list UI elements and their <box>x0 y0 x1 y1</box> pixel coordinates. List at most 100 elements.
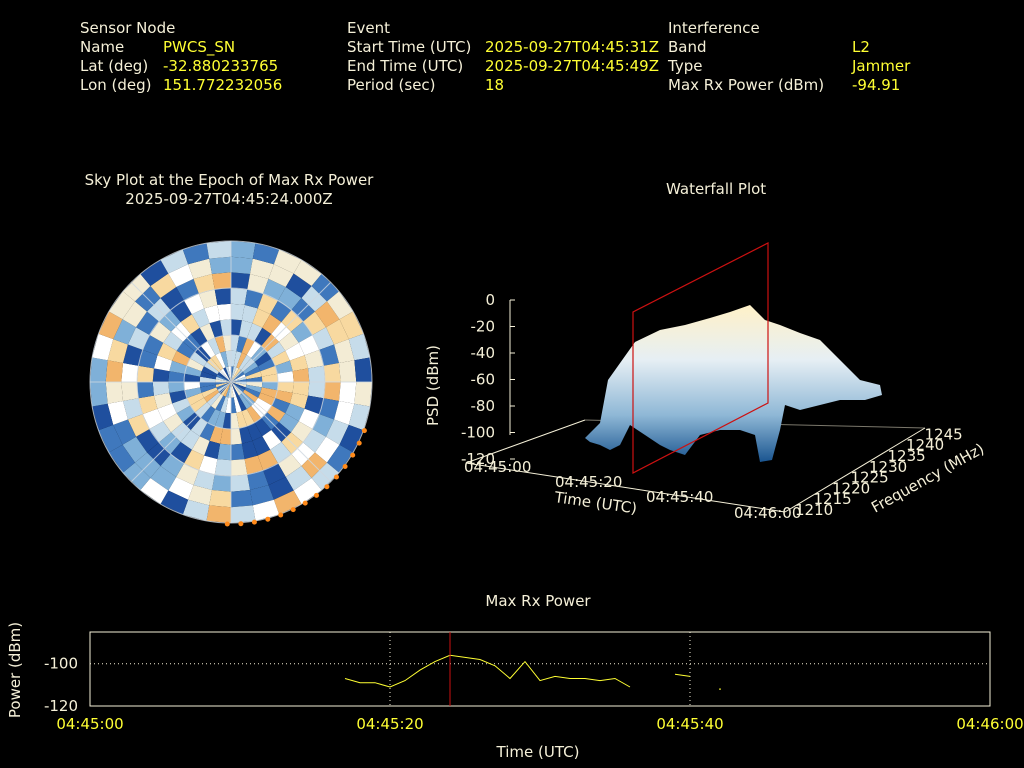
sensor-name-value: PWCS_SN <box>163 38 236 56</box>
skyplot-cell <box>212 474 231 492</box>
skyplot-cell <box>231 474 250 492</box>
skyplot-cell <box>275 360 293 374</box>
skyplot-cell <box>298 335 320 356</box>
interference-dot <box>324 484 330 490</box>
interference-dot <box>238 521 244 527</box>
skyplot-cell <box>113 419 136 445</box>
waterfall-chart: 0 -20 -40 -60 -80 -100 -120 PSD (dBm) 04:45:00… <box>424 242 987 522</box>
skyplot-cell <box>168 382 185 393</box>
interference-dot <box>356 440 362 446</box>
skyplot-cell <box>254 327 272 346</box>
skyplot-cell <box>168 264 194 287</box>
skyplot-cell <box>271 350 290 366</box>
skyplot-cell <box>204 440 221 460</box>
skyplot-cell <box>231 382 237 398</box>
skyplot-cell <box>231 490 253 508</box>
skyplot-cell <box>258 358 276 372</box>
skyplot-cell <box>260 387 278 399</box>
skyplot-cell <box>215 352 226 369</box>
skyplot-cell <box>261 382 278 391</box>
skyplot-cell <box>215 379 231 382</box>
skyplot-chart <box>89 240 373 527</box>
sensor-lat-value: -32.880233765 <box>163 57 279 75</box>
skyplot-cell <box>220 396 229 413</box>
skyplot-cell <box>210 354 224 370</box>
skyplot-cell <box>289 355 309 372</box>
skyplot-cell <box>200 371 217 380</box>
skyplot-cell <box>184 293 205 315</box>
skyplot-cell <box>222 412 231 429</box>
skyplot-cell <box>250 485 274 506</box>
skyplot-cell <box>150 273 177 298</box>
skyplot-cell <box>308 365 325 382</box>
skyplot-cell <box>285 466 312 491</box>
skyplot-cell <box>214 288 231 305</box>
skyplot-cell <box>188 258 212 279</box>
skyplot-cell <box>98 311 123 340</box>
skyplot-cell <box>244 289 264 309</box>
plot-frame <box>89 631 991 707</box>
skyplot-cell <box>243 389 259 403</box>
z-tick-label: -80 <box>471 397 496 415</box>
skyplot-cell <box>140 478 169 505</box>
frequency-tick-label: 1230 <box>869 458 907 476</box>
skyplot-cell <box>254 418 272 437</box>
skyplot-cell <box>231 397 237 414</box>
skyplot-cell <box>150 466 177 491</box>
skyplot-cell <box>231 366 237 382</box>
skyplot-cell <box>257 449 278 471</box>
skyplot-cell <box>138 349 158 369</box>
event-start-label: Start Time (UTC) <box>347 38 472 56</box>
skyplot-cell <box>319 344 339 366</box>
skyplot-cell <box>273 249 302 274</box>
skyplot-cell <box>90 382 108 407</box>
skyplot-cell <box>176 463 199 486</box>
y-tick-label: -100 <box>44 655 78 673</box>
skyplot-cell <box>292 382 310 396</box>
skyplot-cell <box>262 314 282 334</box>
skyplot-cell <box>105 360 123 382</box>
skyplot-cell <box>223 382 231 397</box>
skyplot-cell <box>245 384 262 393</box>
waterfall-time-tick-3: 04:46:00 <box>734 504 801 522</box>
skyplot-cell <box>231 303 245 321</box>
event-end-label: End Time (UTC) <box>347 57 464 75</box>
skyplot-cell <box>108 444 135 473</box>
skyplot-cell <box>92 333 114 361</box>
skyplot-cell <box>247 274 269 294</box>
skyplot-cell <box>198 455 218 475</box>
skyplot-cell <box>215 376 231 382</box>
skyplot-cell <box>231 376 247 382</box>
skyplot-cell <box>255 351 272 367</box>
skyplot-cell <box>231 374 246 382</box>
interference-dot <box>350 452 356 458</box>
skyplot-cell <box>214 459 231 476</box>
skyplot-cell <box>206 241 231 259</box>
skyplot-cell <box>334 401 355 425</box>
skyplot-cell <box>308 382 325 399</box>
skyplot-cell <box>98 424 123 453</box>
skyplot-cell <box>90 357 108 382</box>
sensor-lon-value: 151.772232056 <box>163 76 283 94</box>
skyplot-cell <box>169 360 187 374</box>
skyplot-cell <box>243 361 259 375</box>
skyplot-cell <box>268 477 294 500</box>
skyplot-cell <box>201 387 218 398</box>
skyplot-cell <box>199 376 216 382</box>
chart-title: Max Rx Power <box>485 592 591 610</box>
power-line <box>344 654 631 688</box>
event-period-label: Period (sec) <box>347 76 436 94</box>
skyplot-cell <box>113 319 136 345</box>
skyplot-interference-markers <box>224 428 367 527</box>
interference-dot <box>361 428 367 434</box>
skyplot-cell <box>168 477 194 500</box>
skyplot-cell <box>326 419 349 445</box>
event-title: Event <box>347 19 390 37</box>
skyplot-cell <box>326 319 349 345</box>
z-tick-label: 0 <box>485 291 495 309</box>
skyplot-cell <box>231 382 245 393</box>
skyplot-cell <box>231 256 253 274</box>
frequency-tick-label: 1215 <box>814 490 852 508</box>
y-ticks: -100 -120 <box>44 655 78 715</box>
skyplot-cell <box>238 354 252 370</box>
